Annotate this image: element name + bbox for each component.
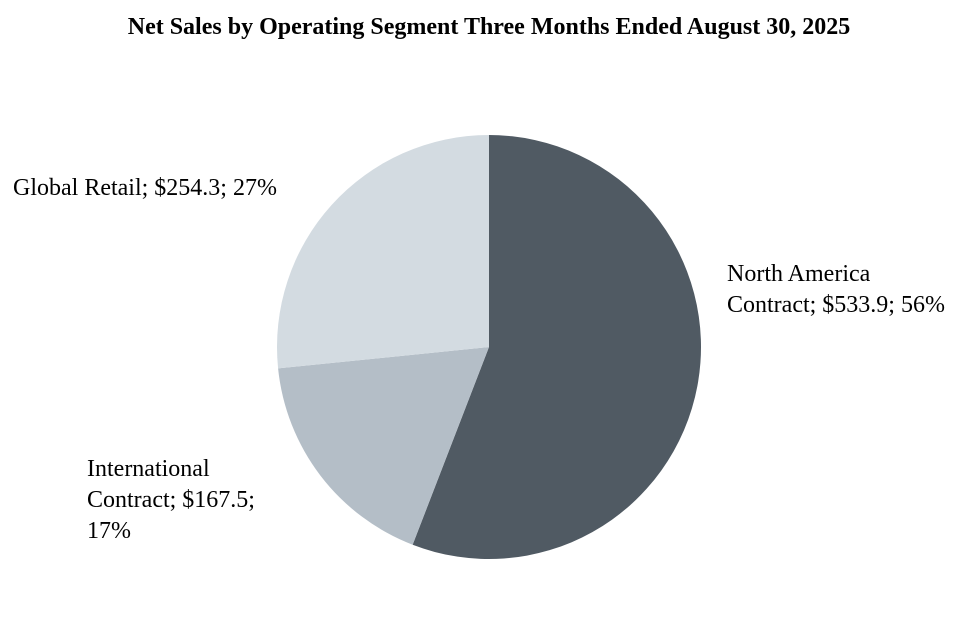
slice-label-global-retail: Global Retail; $254.3; 27% — [13, 175, 277, 201]
pie-slice-north-america-contract — [412, 135, 702, 559]
slice-label-north-america-contract: North America Contract; $533.9; 56% — [727, 261, 945, 318]
slice-label-international-contract: International Contract; $167.5; 17% — [87, 456, 255, 544]
chart-title: Net Sales by Operating Segment Three Mon… — [127, 14, 851, 40]
pie-slice-international-contract — [278, 347, 489, 545]
pie-slice-global-retail — [277, 135, 489, 369]
